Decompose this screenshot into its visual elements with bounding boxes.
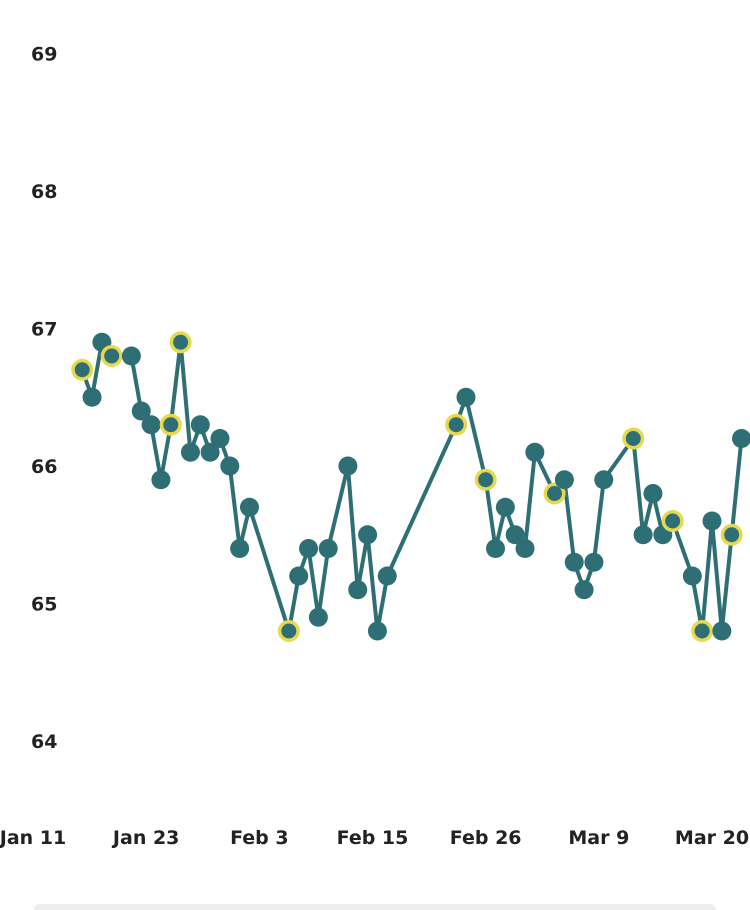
data-point[interactable] <box>712 621 732 641</box>
data-point[interactable] <box>141 415 161 435</box>
data-point[interactable] <box>190 415 210 435</box>
data-point[interactable] <box>505 525 525 545</box>
x-tick-label: Mar 20 <box>675 827 749 849</box>
data-point[interactable] <box>151 470 171 490</box>
data-point[interactable] <box>131 401 151 421</box>
highlighted-data-point[interactable] <box>694 623 710 639</box>
highlighted-data-point[interactable] <box>173 334 189 350</box>
data-point[interactable] <box>200 442 220 462</box>
data-point[interactable] <box>239 497 259 517</box>
highlighted-data-point[interactable] <box>724 527 740 543</box>
data-point[interactable] <box>348 580 368 600</box>
highlighted-data-point[interactable] <box>665 513 681 529</box>
data-point[interactable] <box>308 607 328 627</box>
x-tick-label: Jan 23 <box>111 827 179 849</box>
data-point[interactable] <box>180 442 200 462</box>
x-axis: Jan 11 Jan 23 Feb 3 Feb 15 Feb 26 Mar 9 Mar 20 <box>0 827 749 849</box>
data-point[interactable] <box>515 539 535 558</box>
data-point[interactable] <box>594 470 614 490</box>
data-point[interactable] <box>554 470 574 490</box>
data-point[interactable] <box>702 511 722 531</box>
y-tick-label: 66 <box>31 456 57 478</box>
y-tick-label: 67 <box>31 319 57 341</box>
x-tick-label: Mar 9 <box>568 827 629 849</box>
data-point[interactable] <box>210 429 230 448</box>
data-point[interactable] <box>525 442 545 462</box>
data-points-layer <box>71 331 750 642</box>
data-point[interactable] <box>643 484 663 503</box>
highlighted-data-point[interactable] <box>448 417 464 433</box>
data-point[interactable] <box>121 346 141 366</box>
data-point[interactable] <box>82 387 102 407</box>
highlighted-data-point[interactable] <box>104 348 120 364</box>
data-point[interactable] <box>633 525 653 545</box>
data-point[interactable] <box>584 552 604 572</box>
x-tick-label: Jan 11 <box>0 827 66 849</box>
data-point[interactable] <box>289 566 309 586</box>
data-point[interactable] <box>574 580 594 600</box>
data-point[interactable] <box>564 552 584 572</box>
y-tick-label: 64 <box>31 731 57 753</box>
x-tick-label: Feb 3 <box>230 827 289 849</box>
bottom-panel-edge <box>34 904 716 910</box>
data-point[interactable] <box>682 566 702 586</box>
data-point[interactable] <box>495 497 515 517</box>
highlighted-data-point[interactable] <box>478 472 494 488</box>
y-tick-label: 65 <box>31 594 57 616</box>
y-axis: 64 65 66 67 68 69 <box>31 44 57 754</box>
series-line-layer <box>80 340 744 633</box>
series-line <box>80 340 744 633</box>
data-point[interactable] <box>338 456 358 476</box>
data-point[interactable] <box>358 525 378 545</box>
highlighted-data-point[interactable] <box>74 362 90 378</box>
data-point[interactable] <box>318 539 338 558</box>
highlighted-data-point[interactable] <box>625 431 641 446</box>
highlighted-data-point[interactable] <box>281 623 297 639</box>
data-point[interactable] <box>299 539 319 558</box>
x-tick-label: Feb 26 <box>450 827 522 849</box>
data-point[interactable] <box>377 566 397 586</box>
data-point[interactable] <box>456 387 476 407</box>
y-tick-label: 68 <box>31 181 57 203</box>
y-tick-label: 69 <box>31 44 57 66</box>
data-point[interactable] <box>732 429 750 448</box>
highlighted-data-point[interactable] <box>547 486 563 501</box>
highlighted-data-point[interactable] <box>163 417 179 433</box>
data-point[interactable] <box>367 621 387 641</box>
x-tick-label: Feb 15 <box>337 827 409 849</box>
data-point[interactable] <box>220 456 240 476</box>
data-point[interactable] <box>486 539 506 558</box>
data-point[interactable] <box>230 539 250 558</box>
